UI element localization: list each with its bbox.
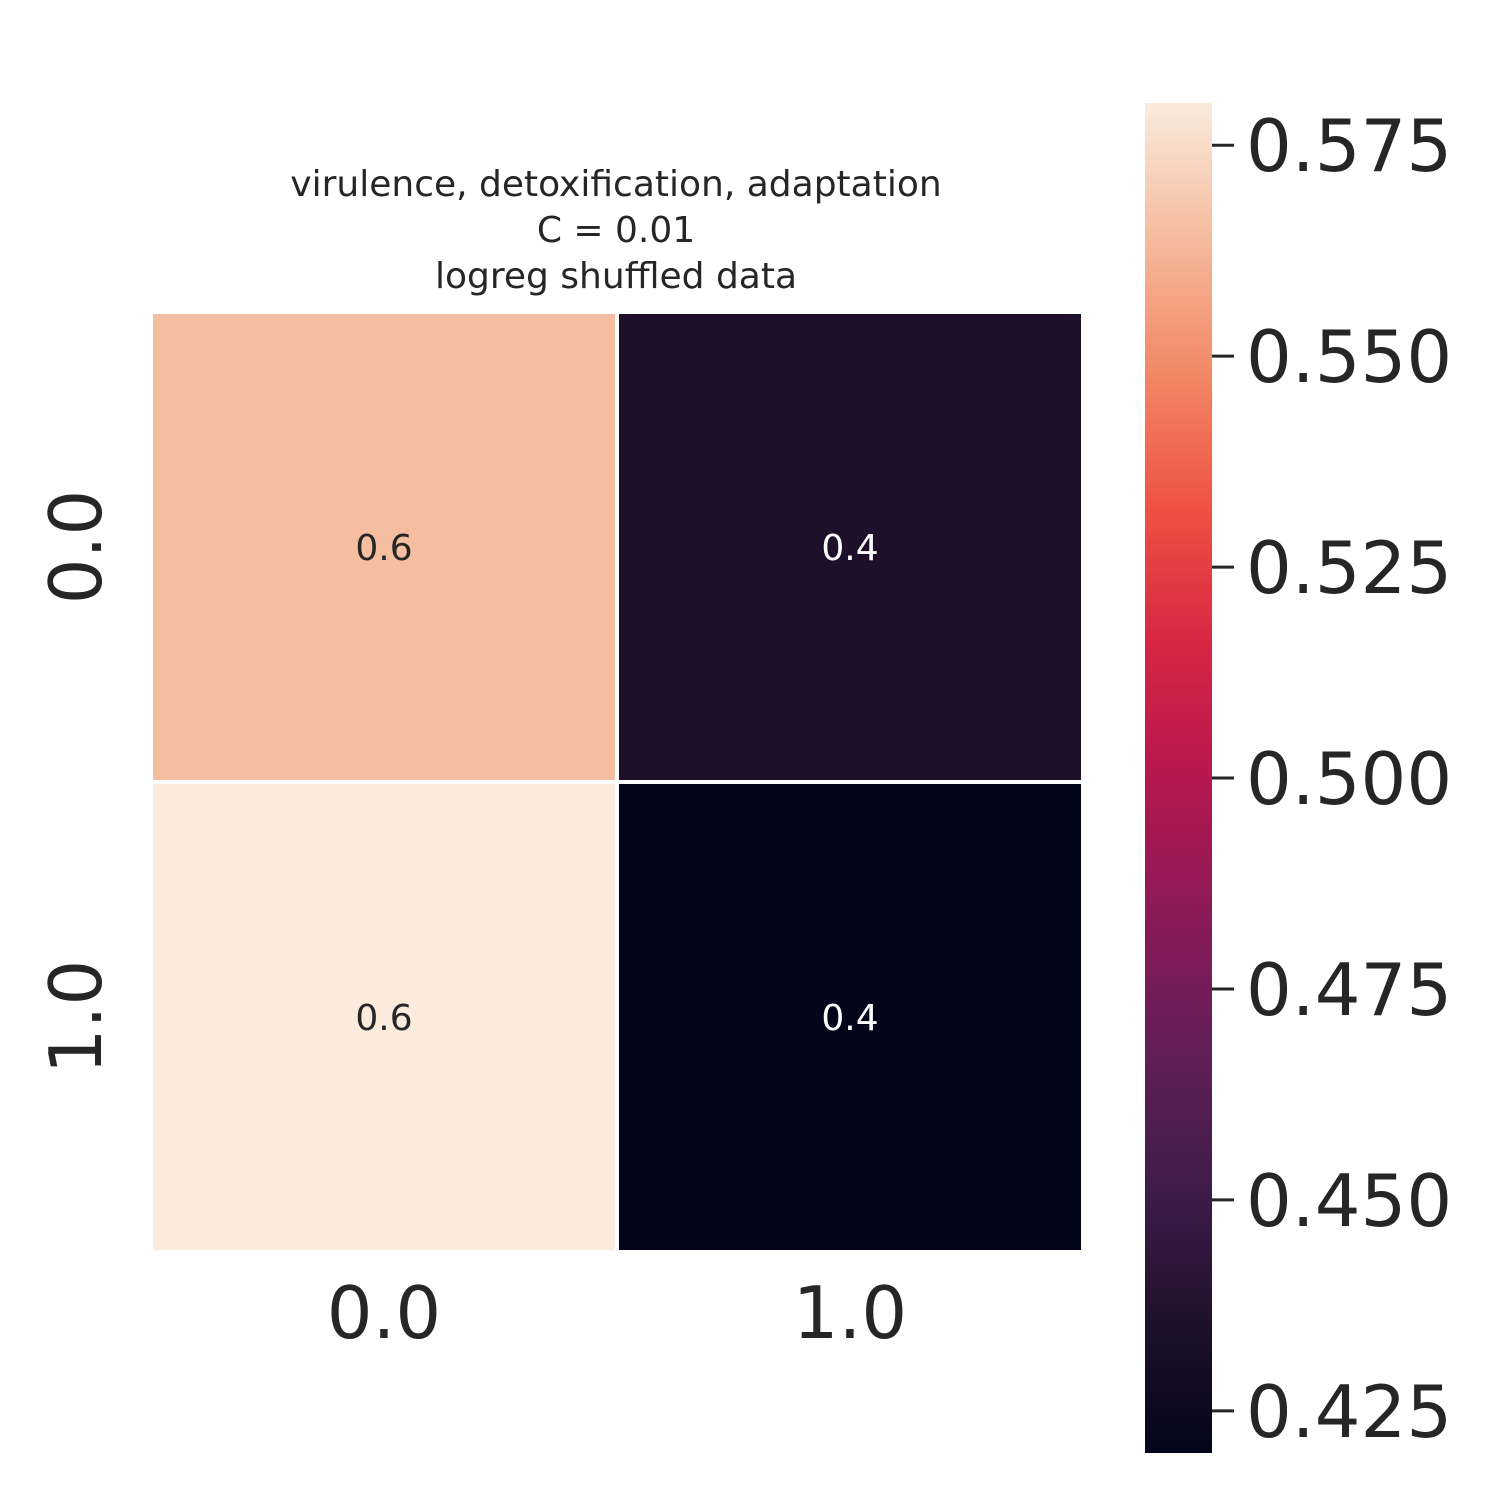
heatmap-cell-1-1 [615,780,1085,1254]
cell-annotation-1-1: 0.4 [821,998,878,1039]
colorbar-gradient [1145,103,1212,1453]
colorbar: 0.425 0.450 0.475 0.500 0.525 0.550 0.575 [1145,103,1452,1454]
colorbar-tick-label-1: 0.450 [1246,1159,1452,1243]
title-line-3: logreg shuffled data [435,256,797,297]
colorbar-tick-label-2: 0.475 [1246,948,1452,1032]
chart-title: virulence, detoxification, adaptation C … [290,164,941,297]
cell-annotation-0-1: 0.4 [821,528,878,569]
colorbar-tick-label-3: 0.500 [1246,737,1452,821]
cell-annotation-0-0: 0.6 [355,528,412,569]
x-tick-label-1: 1.0 [793,1271,908,1355]
colorbar-tick-label-0: 0.425 [1246,1370,1452,1454]
heatmap-cell-0-0 [149,310,619,784]
y-tick-label-0: 0.0 [34,490,118,605]
heatmap-cell-1-0 [149,780,619,1254]
y-tick-label-1: 1.0 [34,960,118,1075]
heatmap-cell-0-1 [615,310,1085,784]
x-axis-tick-labels: 0.0 1.0 [327,1271,908,1355]
colorbar-tick-label-6: 0.575 [1246,104,1452,188]
y-axis-tick-labels: 0.0 1.0 [34,490,118,1075]
x-tick-label-0: 0.0 [327,1271,442,1355]
colorbar-tick-label-4: 0.525 [1246,526,1452,610]
colorbar-ticks: 0.425 0.450 0.475 0.500 0.525 0.550 0.575 [1212,104,1452,1454]
heatmap-cells: 0.6 0.4 0.6 0.4 [149,310,1085,1254]
cell-annotation-1-0: 0.6 [355,998,412,1039]
title-line-2: C = 0.01 [537,210,695,251]
colorbar-tick-label-5: 0.550 [1246,315,1452,399]
title-line-1: virulence, detoxification, adaptation [290,164,941,205]
